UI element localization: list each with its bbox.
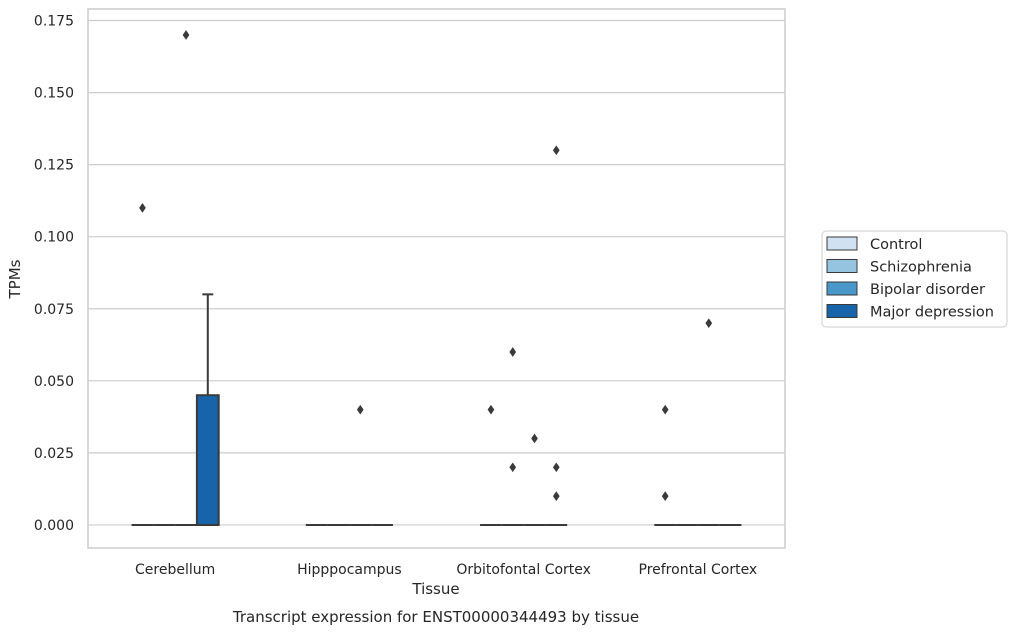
- y-tick-label: 0.025: [34, 446, 74, 462]
- legend-label: Bipolar disorder: [870, 282, 985, 298]
- legend-label: Schizophrenia: [870, 260, 972, 276]
- outlier-point: [182, 30, 190, 40]
- outlier-point: [356, 404, 364, 415]
- y-tick-label: 0.000: [34, 518, 74, 534]
- outlier-point: [661, 491, 669, 501]
- y-tick-label: 0.175: [34, 14, 74, 30]
- outlier-point: [552, 462, 560, 473]
- y-axis-label: TPMs: [6, 259, 24, 299]
- x-tick-label: Prefrontal Cortex: [639, 562, 758, 578]
- box-body: [195, 394, 220, 526]
- legend-swatch: [826, 259, 858, 273]
- legend: Control Schizophrenia Bipolar disorder Majo…: [821, 230, 1008, 328]
- x-tick-label: Orbitofontal Cortex: [456, 562, 591, 578]
- legend-frame: [821, 230, 1008, 328]
- plot-area-frame: [87, 8, 786, 549]
- y-tick-label: 0.075: [34, 302, 74, 318]
- chart-title: Transcript expression for ENST0000034449…: [232, 608, 639, 626]
- grid-lines: [88, 19, 785, 526]
- x-axis-ticks: Cerebellum Hipppocampus Orbitofontal Corte…: [135, 562, 757, 578]
- outlier-point: [139, 203, 146, 213]
- y-tick-label: 0.125: [34, 158, 74, 174]
- y-tick-label: 0.050: [34, 374, 74, 390]
- outlier-points: [139, 30, 713, 501]
- legend-swatch: [826, 304, 858, 318]
- box-plot-marks: [131, 293, 742, 526]
- y-tick-label: 0.150: [34, 86, 74, 102]
- outlier-point: [509, 347, 517, 357]
- outlier-point: [705, 318, 713, 329]
- outlier-point: [509, 462, 517, 473]
- outlier-point: [552, 145, 560, 156]
- legend-swatch: [826, 281, 858, 296]
- y-axis-ticks: 0.000 0.025 0.050 0.075 0.100 0.125 0.150 0.175: [34, 14, 74, 534]
- legend-swatch: [826, 236, 858, 251]
- outlier-point: [531, 433, 538, 444]
- outlier-point: [487, 404, 495, 415]
- outlier-point: [552, 491, 560, 501]
- legend-entries: Control Schizophrenia Bipolar disorder Majo…: [826, 236, 994, 321]
- y-tick-label: 0.100: [34, 230, 74, 246]
- legend-label: Major depression: [870, 305, 994, 321]
- x-tick-label: Cerebellum: [135, 562, 215, 578]
- x-tick-label: Hipppocampus: [297, 562, 402, 578]
- x-axis-label: Tissue: [411, 580, 459, 598]
- outlier-point: [661, 404, 669, 415]
- box-major-depression-0: [195, 293, 220, 526]
- legend-label: Control: [870, 237, 922, 253]
